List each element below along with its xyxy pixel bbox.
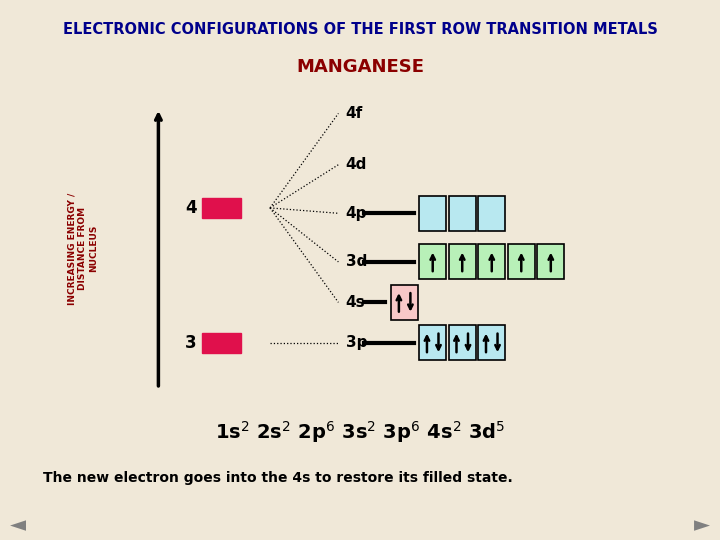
Text: 3p: 3p xyxy=(346,335,367,350)
FancyBboxPatch shape xyxy=(478,195,505,231)
Text: ELECTRONIC CONFIGURATIONS OF THE FIRST ROW TRANSITION METALS: ELECTRONIC CONFIGURATIONS OF THE FIRST R… xyxy=(63,22,657,37)
FancyBboxPatch shape xyxy=(449,195,476,231)
FancyBboxPatch shape xyxy=(478,244,505,280)
FancyBboxPatch shape xyxy=(537,244,564,280)
Text: ►: ► xyxy=(694,515,710,535)
Text: 3: 3 xyxy=(185,334,197,352)
FancyBboxPatch shape xyxy=(419,325,446,361)
Text: 4: 4 xyxy=(185,199,197,217)
FancyBboxPatch shape xyxy=(391,285,418,320)
Text: 4f: 4f xyxy=(346,106,363,121)
FancyBboxPatch shape xyxy=(419,195,446,231)
Text: 4p: 4p xyxy=(346,206,367,221)
FancyBboxPatch shape xyxy=(449,325,476,361)
FancyBboxPatch shape xyxy=(202,198,241,218)
Text: 3d: 3d xyxy=(346,254,367,269)
Text: ◄: ◄ xyxy=(10,515,26,535)
Text: 1s$^2$ 2s$^2$ 2p$^6$ 3s$^2$ 3p$^6$ 4s$^2$ 3d$^5$: 1s$^2$ 2s$^2$ 2p$^6$ 3s$^2$ 3p$^6$ 4s$^2… xyxy=(215,419,505,445)
Text: 4s: 4s xyxy=(346,295,365,310)
FancyBboxPatch shape xyxy=(449,244,476,280)
FancyBboxPatch shape xyxy=(508,244,535,280)
FancyBboxPatch shape xyxy=(202,333,241,353)
Text: The new electron goes into the 4s to restore its filled state.: The new electron goes into the 4s to res… xyxy=(43,471,513,485)
FancyBboxPatch shape xyxy=(478,325,505,361)
FancyBboxPatch shape xyxy=(419,244,446,280)
Text: INCREASING ENERGY /
DISTANCE FROM
NUCLEUS: INCREASING ENERGY / DISTANCE FROM NUCLEU… xyxy=(68,192,98,305)
Text: 4d: 4d xyxy=(346,157,367,172)
Text: MANGANESE: MANGANESE xyxy=(296,58,424,77)
